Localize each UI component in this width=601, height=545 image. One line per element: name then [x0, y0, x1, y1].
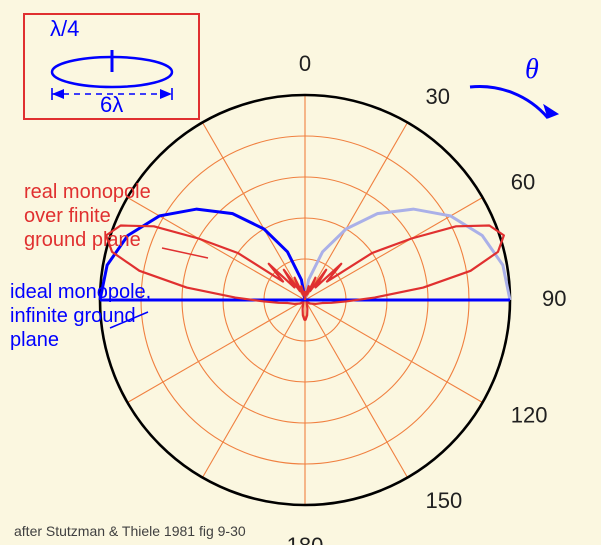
angle-label: 150	[426, 488, 463, 513]
ideal-monopole-label: ideal monopole, infinite ground plane	[10, 280, 151, 352]
angle-label: 120	[511, 403, 548, 428]
lambda-over-4-label: λ/4	[50, 16, 79, 41]
source-footnote: after Stutzman & Thiele 1981 fig 9-30	[14, 523, 246, 540]
angle-label: 0	[299, 51, 311, 76]
angle-label: 30	[426, 84, 450, 109]
six-lambda-label: 6λ	[100, 92, 123, 117]
inset-diagram: λ/4 6λ	[24, 14, 199, 119]
theta-symbol: θ	[525, 54, 539, 85]
polar-pattern-figure: 0 30 60 90 120 150 180 θ λ/4 6λ	[0, 0, 601, 545]
real-monopole-label: real monopole over finite ground plane	[24, 180, 151, 252]
angle-label: 180	[287, 533, 324, 545]
angle-label: 90	[542, 286, 566, 311]
angle-label: 60	[511, 170, 535, 195]
